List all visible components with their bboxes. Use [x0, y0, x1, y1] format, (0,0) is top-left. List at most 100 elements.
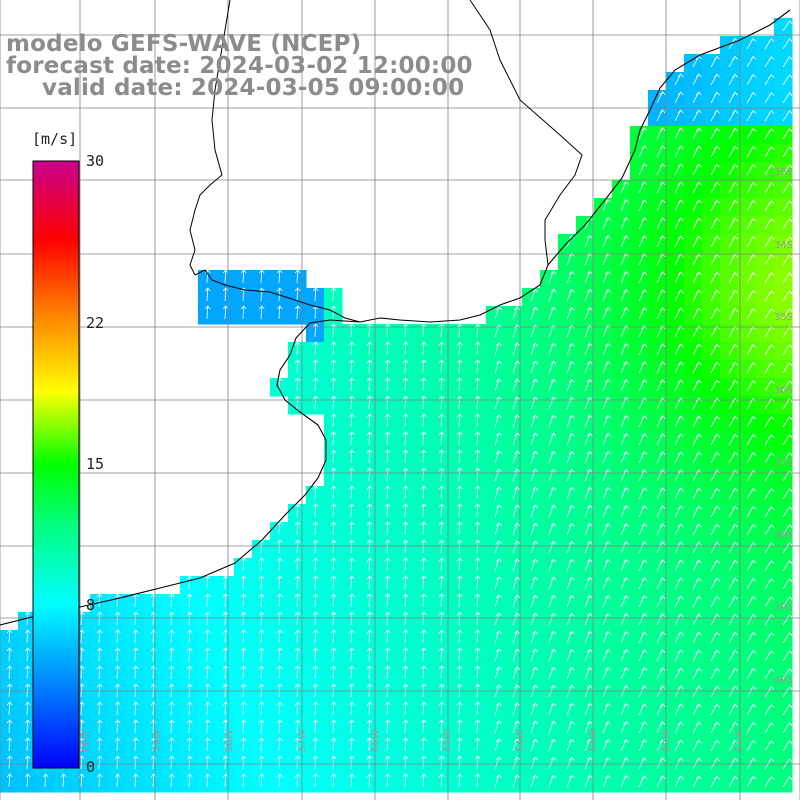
wind-arrow — [348, 719, 355, 734]
wind-arrow — [584, 594, 593, 608]
wind-arrow — [692, 181, 702, 194]
wind-arrow — [132, 755, 139, 770]
wind-arrow — [384, 719, 391, 734]
wind-speed-cell — [540, 288, 559, 307]
wind-speed-cell — [630, 468, 649, 487]
lat-label: 38S — [774, 530, 793, 541]
wind-speed-cell — [648, 486, 667, 505]
wind-arrow — [456, 701, 463, 716]
wind-arrow — [494, 378, 502, 392]
wind-speed-cell — [594, 342, 613, 361]
wind-arrow — [566, 450, 575, 464]
wind-arrow — [240, 701, 247, 716]
wind-speed-cell — [486, 594, 505, 613]
wind-speed-cell — [594, 684, 613, 703]
wind-arrow — [584, 558, 593, 572]
wind-arrow — [764, 704, 775, 716]
wind-arrow — [384, 431, 391, 446]
wind-speed-cell — [486, 648, 505, 667]
wind-arrow — [456, 539, 463, 554]
wind-arrow — [656, 451, 666, 464]
wind-arrow — [602, 720, 611, 734]
wind-speed-cell — [666, 558, 685, 577]
wind-speed-cell — [522, 522, 541, 541]
wind-speed-cell — [648, 738, 667, 757]
wind-speed-cell — [504, 756, 523, 775]
wind-speed-cell — [666, 540, 685, 559]
wind-speed-cell — [648, 504, 667, 523]
wind-arrow — [330, 557, 337, 572]
wind-arrow — [420, 647, 427, 662]
wind-speed-cell — [486, 558, 505, 577]
wind-arrow — [512, 756, 520, 770]
wind-vector-arrows — [6, 20, 793, 788]
wind-arrow — [620, 451, 630, 464]
wind-arrow — [764, 434, 775, 446]
wind-arrow — [366, 719, 373, 734]
wind-arrow — [764, 74, 775, 86]
wind-speed-cell — [558, 702, 577, 721]
wind-arrow — [494, 576, 502, 590]
wind-speed-cell — [666, 396, 685, 415]
wind-speed-cell — [648, 396, 667, 415]
wind-arrow — [620, 181, 630, 194]
wind-arrow — [728, 55, 738, 68]
wind-arrow — [764, 506, 775, 518]
wind-arrow — [692, 721, 702, 734]
wind-speed-cell — [594, 504, 613, 523]
wind-arrow — [782, 614, 793, 626]
wind-arrow — [402, 611, 409, 626]
wind-arrow — [512, 720, 520, 734]
wind-arrow — [438, 359, 445, 374]
wind-speed-cell — [486, 522, 505, 541]
wind-arrow — [764, 722, 775, 734]
wind-arrow — [764, 308, 775, 320]
wind-speed-cell — [666, 612, 685, 631]
wind-arrow — [420, 377, 427, 392]
wind-arrow — [692, 235, 702, 248]
wind-arrow — [494, 396, 502, 410]
wind-arrow — [366, 413, 373, 428]
wind-arrow — [530, 432, 539, 446]
wind-arrow — [186, 575, 193, 590]
wind-arrow — [584, 576, 593, 590]
wind-arrow — [620, 307, 630, 320]
wind-arrow — [530, 558, 539, 572]
wind-arrow — [602, 774, 611, 788]
wind-speed-cell — [666, 234, 685, 253]
wind-speed-cell — [576, 342, 595, 361]
wind-arrow — [132, 611, 139, 626]
wind-arrow — [494, 558, 502, 572]
wind-arrow — [366, 773, 373, 788]
wind-arrow — [402, 773, 409, 788]
wind-arrow — [240, 647, 247, 662]
wind-arrow — [728, 667, 738, 680]
wind-arrow — [312, 287, 319, 302]
wind-arrow — [638, 127, 648, 140]
wind-arrow — [620, 523, 630, 536]
wind-arrow — [438, 683, 445, 698]
wind-arrow — [366, 557, 373, 572]
wind-arrow — [548, 288, 557, 302]
wind-arrow — [548, 378, 557, 392]
wind-arrow — [96, 683, 103, 698]
wind-speed-cell — [576, 558, 595, 577]
wind-arrow — [366, 323, 373, 338]
wind-speed-cell — [630, 630, 649, 649]
wind-arrow — [222, 269, 229, 284]
wind-arrow — [330, 323, 337, 338]
wind-arrow — [402, 575, 409, 590]
wind-arrow — [348, 557, 355, 572]
wind-arrow — [656, 271, 666, 284]
wind-arrow — [602, 756, 611, 770]
wind-arrow — [294, 557, 301, 572]
wind-arrow — [602, 270, 611, 284]
wind-arrow — [24, 701, 31, 716]
wind-arrow — [456, 683, 463, 698]
wind-speed-cell — [666, 738, 685, 757]
wind-arrow — [294, 521, 301, 536]
wind-speed-cell — [504, 666, 523, 685]
wind-arrow — [692, 649, 702, 662]
wind-arrow — [764, 146, 775, 158]
wind-arrow — [620, 595, 630, 608]
